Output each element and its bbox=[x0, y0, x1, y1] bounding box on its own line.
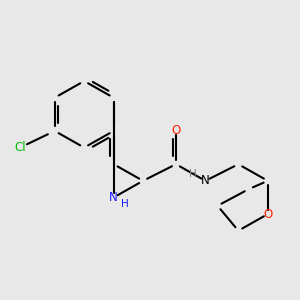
Text: O: O bbox=[263, 208, 272, 220]
Text: O: O bbox=[171, 124, 181, 137]
Text: H: H bbox=[121, 199, 129, 209]
Text: N: N bbox=[109, 191, 118, 204]
Text: H: H bbox=[189, 169, 197, 179]
Text: N: N bbox=[201, 174, 210, 187]
Text: Cl: Cl bbox=[14, 141, 26, 154]
